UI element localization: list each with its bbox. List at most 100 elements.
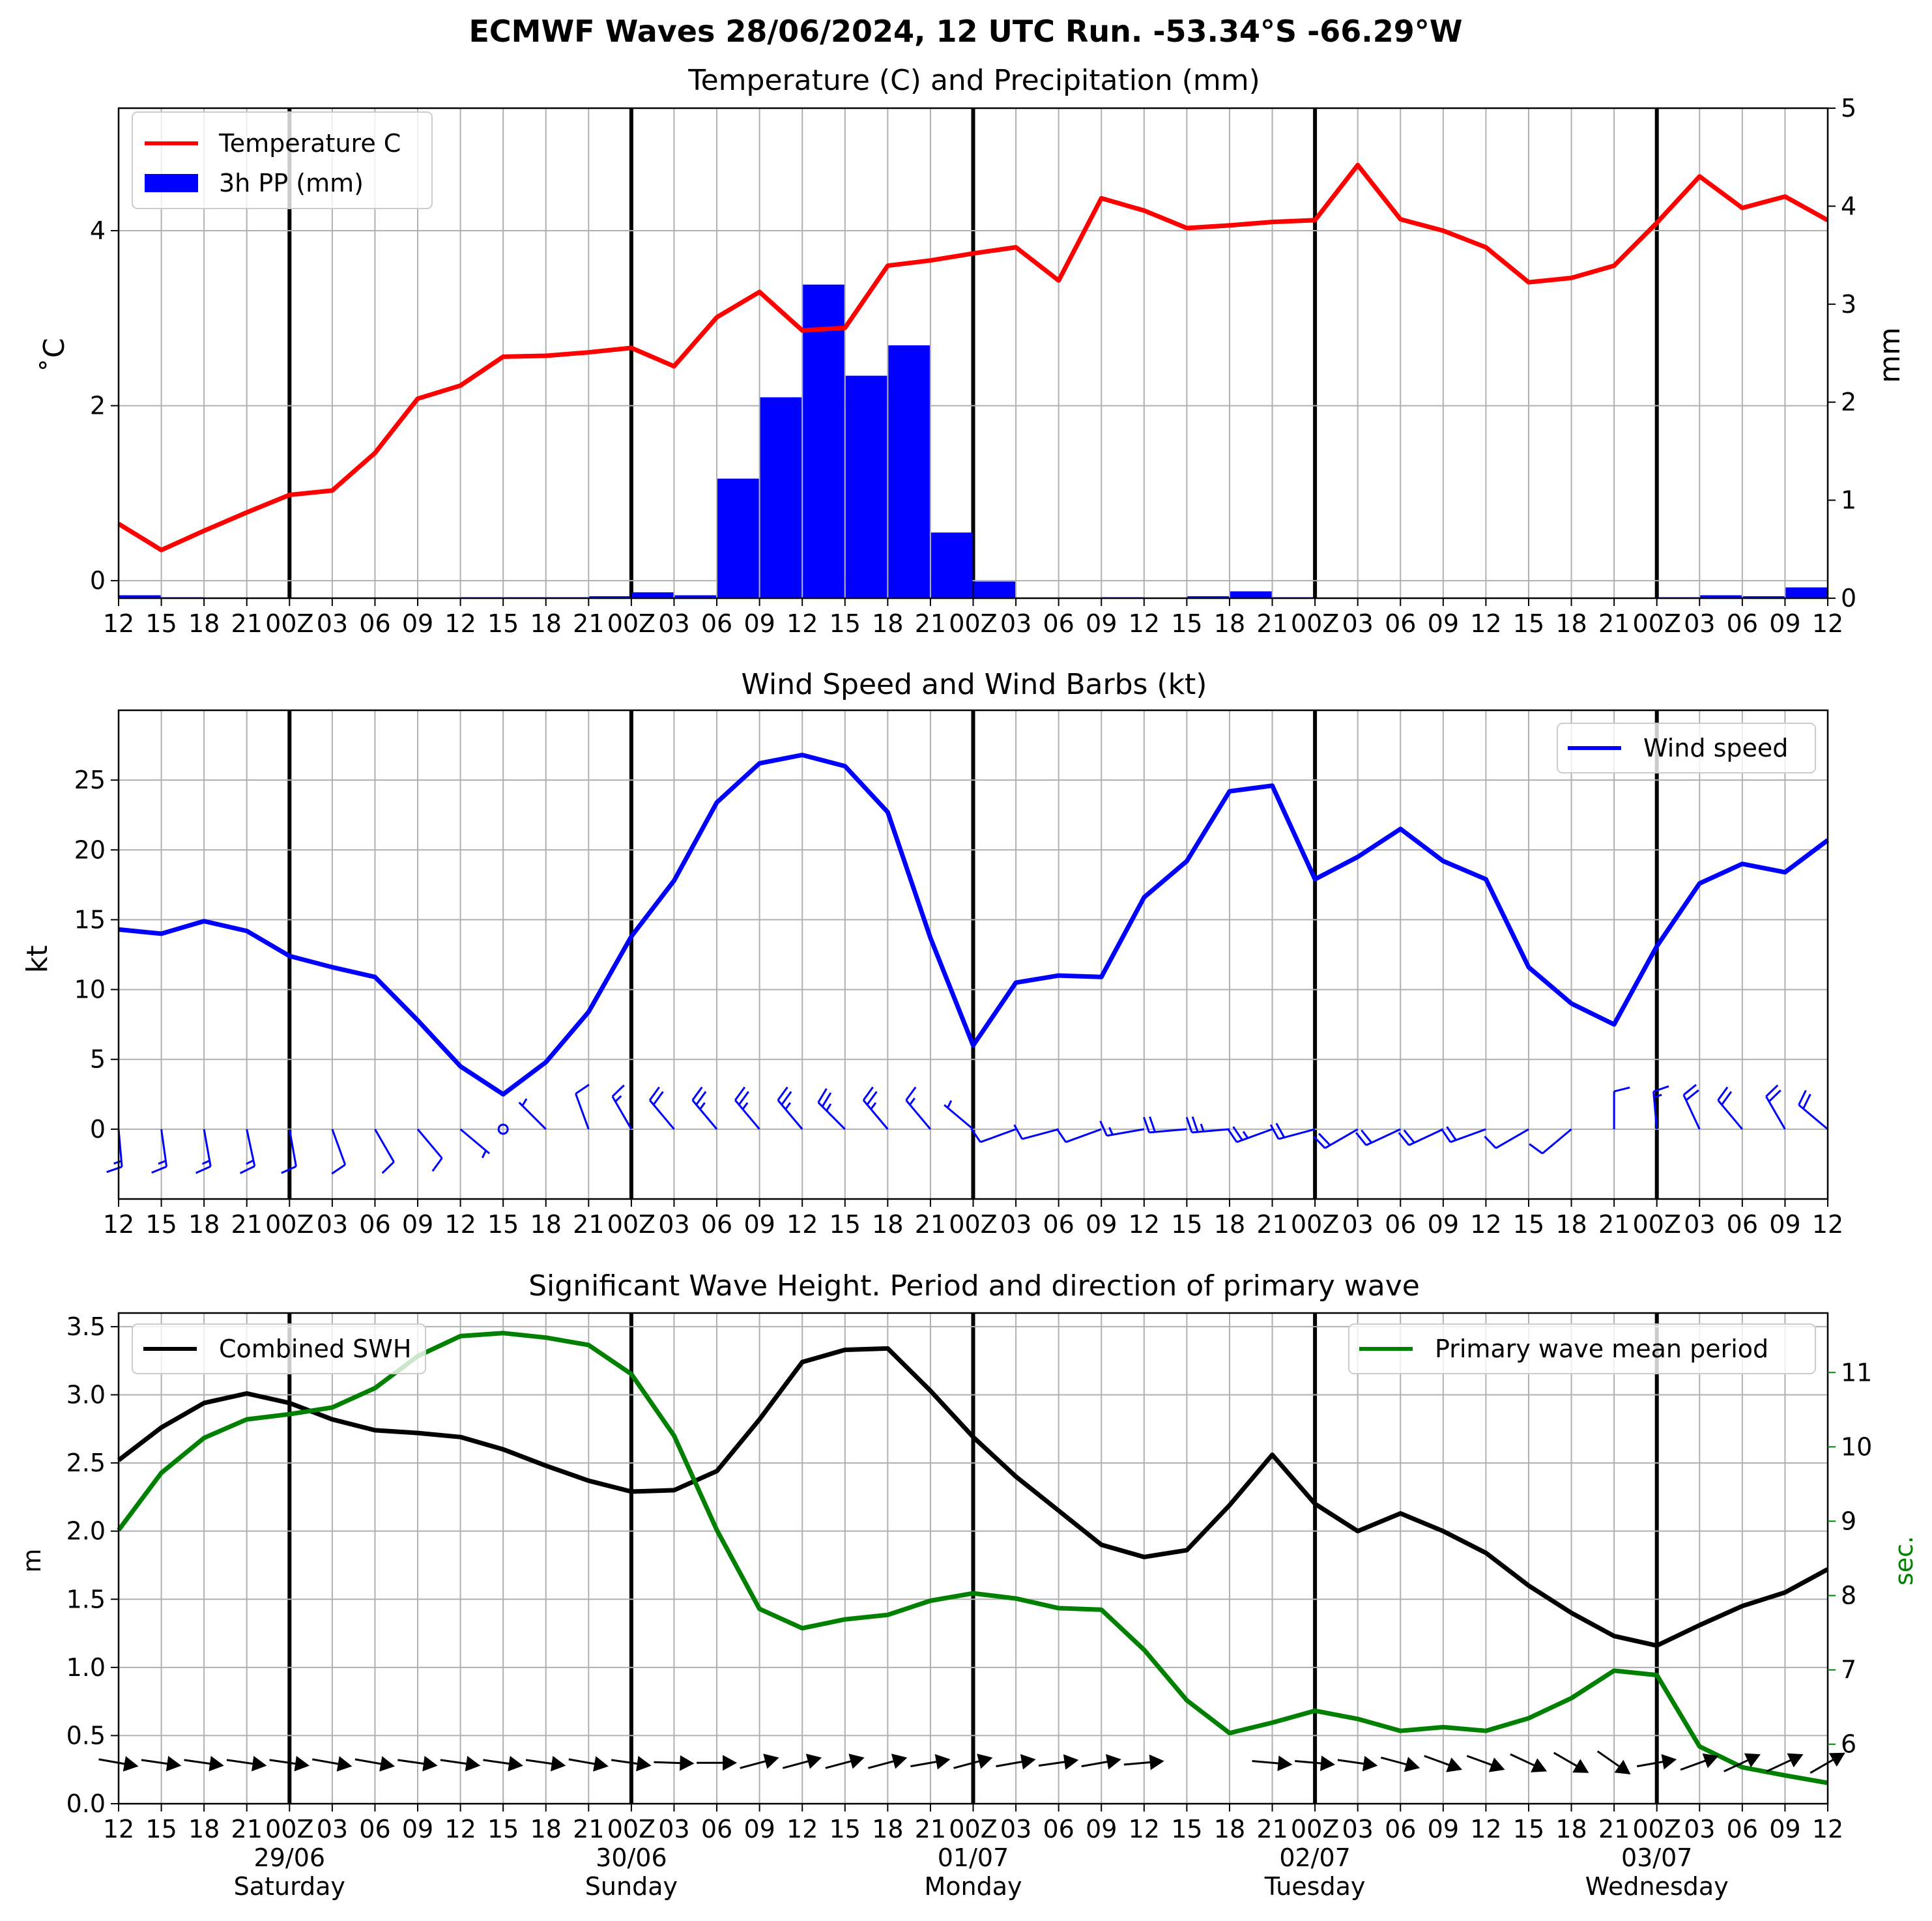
wave-direction-arrow-shaft	[1723, 1758, 1751, 1772]
x-tick-label: 21	[573, 1210, 604, 1239]
weekday-label: Wednesday	[1585, 1872, 1729, 1901]
precip-bar	[674, 595, 717, 598]
wind-barb	[1613, 1086, 1630, 1129]
x-tick-label: 06	[701, 1210, 732, 1239]
x-tick-label: 15	[829, 609, 861, 638]
wind-legend: Wind speed	[1557, 723, 1816, 773]
wave-direction-arrow-shaft	[782, 1759, 811, 1769]
swh-legend: Combined SWH	[132, 1323, 426, 1374]
wind-barb	[777, 1086, 803, 1130]
wind-barb	[862, 1086, 889, 1130]
x-tick-label: 18	[188, 1815, 220, 1843]
wind-panel: Wind Speed and Wind Barbs (kt) 0 5 10 15 20 2…	[21, 668, 1843, 1239]
x-tick-label: 09	[743, 1815, 775, 1843]
y-tick-label: 20	[74, 835, 106, 864]
y-tick-label: 0	[90, 566, 106, 595]
wave-direction-arrow-shaft	[440, 1759, 469, 1765]
x-tick-label: 09	[1428, 609, 1459, 638]
wind-barb	[1143, 1116, 1187, 1134]
x-tick-label: 03	[658, 609, 689, 638]
wave-direction-arrow-head	[593, 1756, 609, 1772]
x-tick-label: 00Z	[949, 1210, 997, 1239]
x-tick-label: 15	[1513, 1210, 1544, 1239]
x-tick-label: 15	[145, 1210, 177, 1239]
x-tick-label: 21	[1256, 609, 1288, 638]
precip-bar	[589, 596, 631, 598]
x-tick-label: 09	[402, 1815, 433, 1843]
wind-barb	[648, 1086, 675, 1130]
x-tick-label: 12	[103, 1210, 134, 1239]
y-tick-label: 3.5	[66, 1312, 106, 1341]
x-tick-label: 21	[573, 1815, 604, 1843]
wave-direction-arrow-shaft	[1337, 1759, 1366, 1765]
y2-tick-label: 7	[1841, 1656, 1856, 1684]
wave-direction-arrow-head	[422, 1755, 438, 1772]
wind-barb	[1682, 1084, 1701, 1130]
wave-direction-arrow-shaft	[1680, 1759, 1709, 1771]
date-label: 29/06	[254, 1843, 326, 1872]
wind-barb	[1185, 1116, 1230, 1134]
wave-direction-arrow-head	[848, 1754, 865, 1769]
x-tick-label: 09	[1086, 609, 1117, 638]
wind-barbs	[106, 1084, 1828, 1175]
wind-barb	[1798, 1090, 1828, 1131]
x-tick-label: 15	[829, 1210, 861, 1239]
x-tick-label: 09	[1769, 1210, 1800, 1239]
x-tick-label: 12	[1812, 609, 1843, 638]
x-tick-label: 18	[1214, 1815, 1245, 1843]
y-tick-label: 2	[90, 392, 106, 420]
x-tick-label: 12	[444, 609, 476, 638]
x-tick-label: 12	[1129, 609, 1160, 638]
y-tick-label: 0	[90, 1115, 106, 1144]
x-tick-label: 15	[487, 1210, 519, 1239]
wave-direction-arrow-head	[1787, 1753, 1804, 1768]
x-tick-label: 03	[1684, 609, 1715, 638]
x-tick-label: 15	[487, 609, 519, 638]
precip-bar	[930, 532, 973, 598]
x-tick-label: 12	[1470, 1815, 1501, 1843]
date-label: 01/07	[938, 1843, 1009, 1872]
date-label: 30/06	[596, 1843, 667, 1872]
wave-direction-arrow-shaft	[825, 1759, 854, 1769]
weekday-label: Sunday	[585, 1872, 678, 1901]
wave-direction-arrow-head	[1744, 1753, 1761, 1768]
x-tick-label: 03	[1342, 1210, 1373, 1239]
wind-ylabel: kt	[21, 946, 54, 974]
x-tick-label: 00Z	[607, 1210, 656, 1239]
wind-barb-calm	[497, 1123, 509, 1135]
wave-direction-arrow-head	[1488, 1757, 1505, 1772]
wind-barb	[944, 1100, 974, 1131]
wave-direction-arrow-shaft	[1636, 1760, 1665, 1768]
wave-direction-arrow-shaft	[1295, 1760, 1324, 1765]
temperature-line-layer	[117, 162, 1829, 553]
legend-box	[132, 1323, 426, 1374]
wave-direction-arrow-head	[1531, 1758, 1548, 1772]
wave-direction-arrow-shaft	[740, 1759, 768, 1769]
y2-tick-label: 1	[1841, 486, 1856, 515]
x-tick-label: 09	[402, 609, 433, 638]
precip-bar	[888, 345, 930, 598]
y2-tick-label: 6	[1841, 1730, 1856, 1759]
wave-direction-arrow-head	[508, 1755, 523, 1772]
wave-direction-arrow-shaft	[269, 1759, 298, 1765]
x-tick-label: 15	[829, 1815, 861, 1843]
wind-title: Wind Speed and Wind Barbs (kt)	[742, 668, 1207, 701]
x-tick-label: 06	[1385, 609, 1416, 638]
wave-direction-arrow-shaft	[98, 1758, 128, 1765]
wind-barb	[195, 1129, 212, 1174]
x-tick-label: 21	[915, 1815, 946, 1843]
x-tick-label: 12	[1812, 1815, 1843, 1843]
wave-direction-arrow-shaft	[953, 1759, 982, 1769]
x-tick-label: 21	[573, 609, 604, 638]
x-tick-label: 00Z	[265, 1210, 313, 1239]
legend-period-label: Primary wave mean period	[1435, 1335, 1768, 1363]
x-tick-label: 06	[1385, 1210, 1416, 1239]
weekday-label: Saturday	[234, 1872, 345, 1901]
wind-barb	[374, 1129, 395, 1174]
x-tick-label: 03	[658, 1815, 689, 1843]
wave-direction-arrow-head	[1277, 1755, 1293, 1771]
wave-title: Significant Wave Height. Period and dire…	[528, 1269, 1420, 1303]
x-tick-label: 03	[1342, 1815, 1373, 1843]
precip-ylabel: mm	[1873, 327, 1907, 383]
